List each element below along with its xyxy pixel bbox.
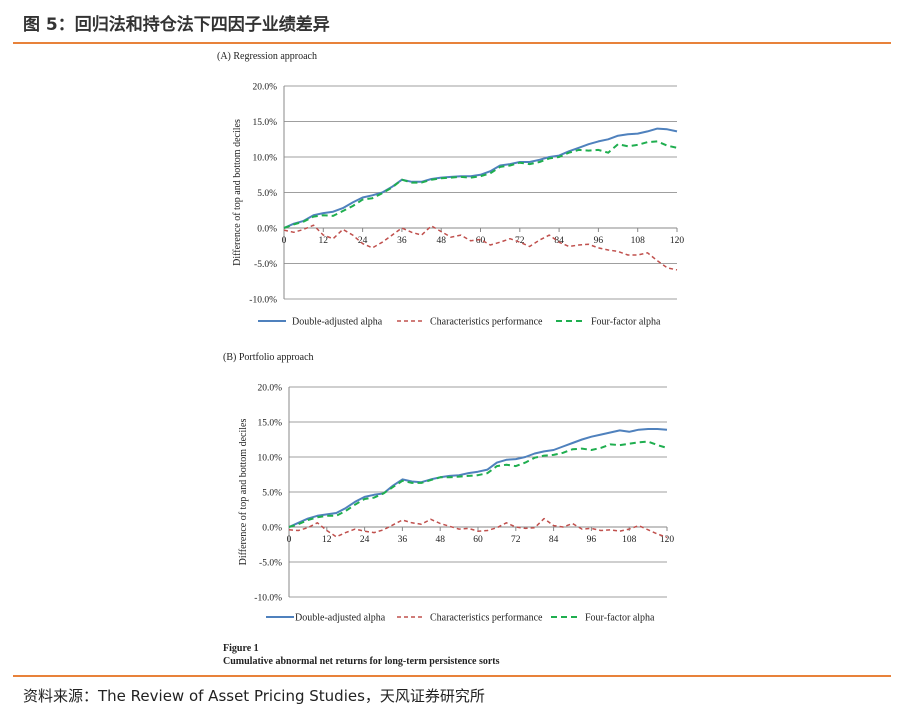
- panel-b-y-tick-label: 10.0%: [257, 454, 282, 464]
- panel-a-series-four-factor-line: [283, 140, 678, 229]
- panel-a-y-tick-label: 20.0%: [252, 83, 277, 93]
- panel-a-y-tick-label: 0.0%: [257, 225, 277, 235]
- panel-b-x-tick-label: 48: [435, 535, 445, 545]
- panel-a-legend-label: Double-adjusted alpha: [292, 317, 383, 328]
- header-divider: [13, 42, 891, 44]
- panel-a-series-double-adjusted-line: [283, 127, 678, 229]
- panel-a-x-tick-label: 120: [670, 236, 685, 246]
- panel-b-series-four-factor-line: [288, 440, 668, 528]
- panel-b-y-tick-label: 20.0%: [257, 384, 282, 394]
- panel-b-y-tick-label: 5.0%: [262, 489, 282, 499]
- panel-b-y-tick-label: -5.0%: [259, 559, 282, 569]
- panel-a-y-tick-label: 15.0%: [252, 118, 277, 128]
- figure-caption: Cumulative abnormal net returns for long…: [223, 656, 500, 667]
- panel-a-x-tick-label: 60: [476, 236, 486, 246]
- panel-b-x-tick-label: 120: [660, 535, 675, 545]
- panel-b-x-tick-label: 72: [511, 535, 521, 545]
- panel-b-legend-label: Characteristics performance: [430, 613, 543, 624]
- panel-a-legend-label: Four-factor alpha: [591, 317, 661, 328]
- panel-b-y-tick-label: -10.0%: [254, 594, 282, 604]
- panel-a-x-tick-label: 36: [397, 236, 407, 246]
- panel-b-series-characteristics-line: [288, 517, 668, 539]
- panel-a-title: (A) Regression approach: [217, 51, 317, 62]
- panel-a-y-tick-label: 5.0%: [257, 189, 277, 199]
- panel-a-x-tick-label: 84: [554, 236, 564, 246]
- source-note: 资料来源：The Review of Asset Pricing Studies…: [23, 687, 485, 705]
- figure-title: Figure 1: [223, 643, 259, 654]
- panel-a-x-tick-label: 48: [436, 236, 446, 246]
- panel-b-x-tick-label: 96: [587, 535, 597, 545]
- panel-a-y-tick-label: -10.0%: [249, 296, 277, 306]
- page-title: 图 5：回归法和持仓法下四因子业绩差异: [23, 15, 330, 35]
- panel-a-x-tick-label: 72: [515, 236, 525, 246]
- panel-a-x-tick-label: 96: [594, 236, 604, 246]
- panel-a-y-tick-label: -5.0%: [254, 260, 277, 270]
- panel-b-title: (B) Portfolio approach: [223, 352, 314, 363]
- panel-b-y-tick-label: 0.0%: [262, 524, 282, 534]
- panel-b-y-axis-title: Difference of top and bottom deciles: [238, 419, 249, 566]
- panel-b-legend-label: Four-factor alpha: [585, 613, 655, 624]
- footer-divider: [13, 675, 891, 677]
- panel-a-x-tick-label: 108: [631, 236, 646, 246]
- panel-b-x-tick-label: 24: [360, 535, 370, 545]
- panel-b-x-tick-label: 60: [473, 535, 483, 545]
- panel-b-y-tick-label: 15.0%: [257, 419, 282, 429]
- panel-b-x-tick-label: 0: [287, 535, 292, 545]
- panel-b-x-tick-label: 108: [622, 535, 637, 545]
- panel-b-series-double-adjusted-line: [288, 428, 668, 528]
- panel-b-x-tick-label: 84: [549, 535, 559, 545]
- panel-a-y-tick-label: 10.0%: [252, 154, 277, 164]
- panel-a-x-tick-label: 24: [358, 236, 368, 246]
- panel-b-x-tick-label: 12: [322, 535, 332, 545]
- panel-a-x-tick-label: 0: [282, 236, 287, 246]
- panel-a-x-tick-label: 12: [319, 236, 329, 246]
- panel-b-x-tick-label: 36: [398, 535, 408, 545]
- panel-a-legend-label: Characteristics performance: [430, 317, 543, 328]
- panel-a-y-axis-title: Difference of top and bottom deciles: [232, 119, 243, 266]
- panel-b-legend-label: Double-adjusted alpha: [295, 613, 386, 624]
